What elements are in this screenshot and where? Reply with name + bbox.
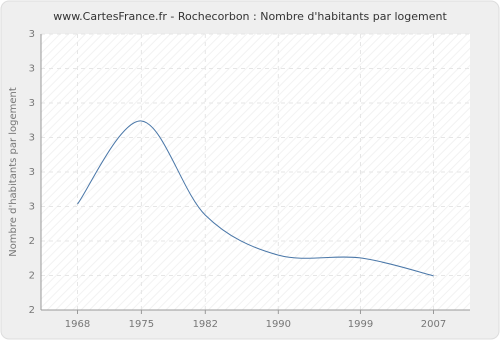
data-line bbox=[77, 120, 434, 277]
y-tick-label: 3 bbox=[29, 98, 35, 109]
x-tick-label: 1982 bbox=[193, 319, 218, 330]
y-tick-label: 3 bbox=[29, 133, 35, 144]
y-tick-label: 2 bbox=[29, 236, 35, 247]
y-tick-label: 3 bbox=[29, 64, 35, 75]
chart-title: www.CartesFrance.fr - Rochecorbon : Nomb… bbox=[53, 10, 447, 23]
x-tick-label: 1975 bbox=[129, 319, 154, 330]
y-axis-label: Nombre d'habitants par logement bbox=[8, 87, 19, 257]
y-tick-label: 2 bbox=[29, 305, 35, 316]
y-tick-label: 2 bbox=[29, 271, 35, 282]
x-tick-label: 1968 bbox=[65, 319, 90, 330]
x-tick-label: 1999 bbox=[348, 319, 373, 330]
y-tick-label: 3 bbox=[29, 29, 35, 40]
y-tick-label: 3 bbox=[29, 202, 35, 213]
y-tick-label: 3 bbox=[29, 167, 35, 178]
x-tick-label: 1990 bbox=[266, 319, 291, 330]
plot-hatch bbox=[41, 34, 470, 310]
x-tick-label: 2007 bbox=[421, 319, 446, 330]
